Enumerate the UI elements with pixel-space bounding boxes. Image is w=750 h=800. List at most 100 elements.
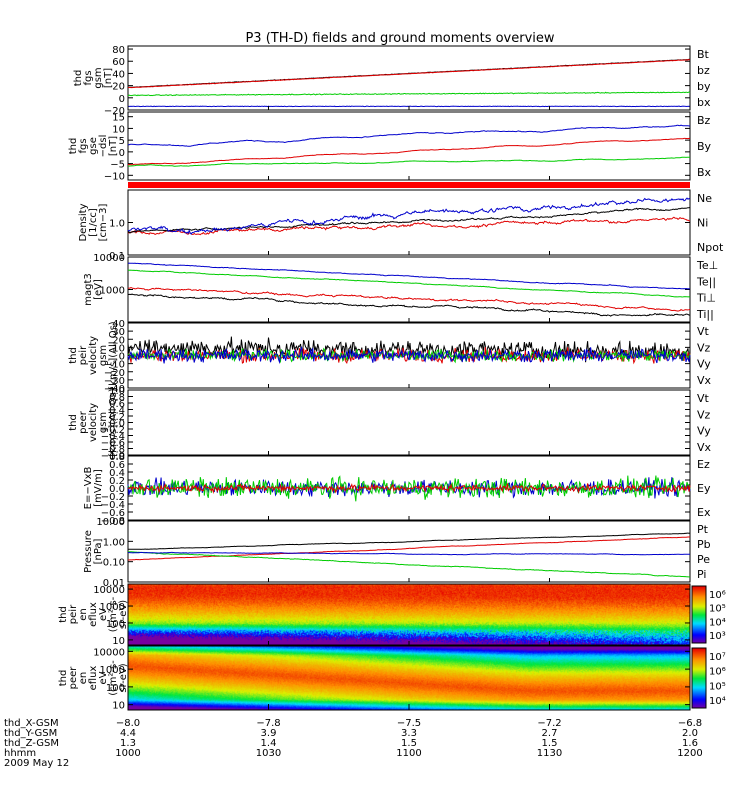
y-tick-label: 0.4: [109, 468, 125, 479]
panel-7: 0.80.60.40.20.0−0.2−0.4−0.6−0.8 E=−VxB[mV…: [83, 452, 711, 527]
y-tick-label: 40: [112, 319, 125, 330]
y-tick-label: 1.0: [109, 386, 125, 397]
series-By: [127, 137, 691, 166]
legend-entry: Ti⊥: [696, 292, 716, 305]
x-row-label: thd_Z-GSM: [4, 738, 59, 749]
y-tick-label: 10: [112, 124, 125, 135]
legend-entry: Te⊥: [696, 259, 718, 272]
panel-9: 10⁶ 10⁵ 10⁴ 10³ 10000 1000 100 10 thdpeireneflux…: [58, 583, 726, 647]
legend-entry: Pb: [697, 538, 711, 551]
y-tick-label: 0.0: [109, 484, 125, 495]
y-tick-label: −10: [104, 171, 125, 182]
series-Te⊥: [127, 286, 691, 312]
y-tick-label: −0.8: [101, 445, 125, 456]
y-tick-label: −0.2: [101, 425, 125, 436]
y-axis-label: E=−VxB[mV/m]: [83, 467, 104, 510]
y-axis-label: thdpeirenefluxeV(cm²-s-sr-eV): [58, 596, 129, 632]
x-tick-label: 1030: [256, 748, 281, 759]
colorbar-10: [692, 648, 706, 708]
y-tick-label: 10.00: [96, 517, 125, 528]
x-row-label: thd_Y-GSM: [4, 728, 57, 739]
legend-entry: Ni: [697, 217, 708, 230]
series-Ne: [127, 216, 691, 236]
y-tick-label: 60: [112, 57, 125, 68]
y-tick-label: 5: [119, 136, 125, 147]
legend-entry: Ey: [697, 482, 711, 495]
series-bz: [127, 59, 691, 89]
legend-entry: Ex: [697, 506, 711, 519]
y-tick-label: 100: [106, 683, 125, 694]
series-Bx: [128, 156, 691, 167]
y-tick-label: 10: [112, 343, 125, 354]
legend-entry: Vz: [697, 408, 711, 421]
y-axis-label: thdfgsgsm[nT]: [73, 67, 114, 88]
colorbar-tick-label: 10⁴: [709, 617, 726, 628]
x-tick-label: 1200: [677, 748, 702, 759]
y-tick-label: −0.8: [101, 516, 125, 527]
legend-entry: Npot: [697, 241, 724, 254]
legend-entry: By: [697, 140, 712, 153]
y-tick-label: 0: [119, 148, 125, 159]
x-tick-label: 1.5: [542, 738, 558, 749]
panel-8: 10.00 1.00 0.10 0.01 Pressure[nPa] Pt Pb Pe Pi: [83, 517, 711, 589]
y-tick-label: 0.8: [109, 393, 125, 404]
series-Npot: [127, 197, 691, 235]
x-tick-label: 1000: [115, 748, 140, 759]
x-tick-label: −7.5: [397, 718, 421, 729]
y-tick-label: −10: [104, 360, 125, 371]
x-tick-label: 1.6: [682, 738, 698, 749]
legend-entry: Bx: [697, 166, 712, 179]
legend-entry: Bt: [697, 48, 710, 61]
y-tick-label: 20: [112, 335, 125, 346]
y-tick-label: −0.4: [101, 500, 125, 511]
y-tick-label: 80: [112, 45, 125, 56]
x-tick-label: −7.8: [256, 718, 280, 729]
legend-entry: by: [697, 80, 711, 93]
series-Bz: [127, 124, 691, 147]
panel-frame: [127, 45, 691, 111]
series-Pe: [127, 551, 691, 578]
legend-entry: Vy: [697, 358, 711, 371]
legend-entry: Vx: [697, 441, 712, 454]
spectrogram-10: [128, 646, 690, 710]
y-tick-label: 0.0: [109, 419, 125, 430]
y-tick-label: 0.6: [109, 460, 125, 471]
x-tick-label: 2.7: [542, 728, 558, 739]
y-tick-label: 0.4: [109, 406, 125, 417]
y-tick-label: 0.1: [109, 251, 125, 262]
y-tick-label: −0.4: [101, 432, 125, 443]
y-tick-label: 10: [112, 701, 125, 712]
colorbar-tick-label: 10⁴: [709, 696, 726, 707]
legend-entry: Ne: [697, 192, 712, 205]
y-axis-label: thdpeervelocitygsm[km/s](All Qs): [68, 388, 119, 456]
y-tick-label: 0.2: [109, 412, 125, 423]
y-axis-label: thdfgsgse−dsl[nT]: [68, 135, 119, 158]
y-tick-label: −20: [104, 368, 125, 379]
y-axis-label: thdpeerenefluxeV(cm²-s-sr-eV): [58, 660, 129, 696]
legend-entry: Pi: [697, 568, 706, 581]
legend-entry: Te||: [696, 275, 716, 288]
x-tick-label: 2.0: [682, 728, 698, 739]
y-tick-label: 15: [112, 113, 125, 124]
y-tick-label: −0.6: [101, 438, 125, 449]
legend-entry: Pt: [697, 523, 709, 536]
y-axis-label: Pressure[nPa]: [83, 530, 104, 573]
x-axis: thd_X-GSM −8.0 −7.8 −7.5 −7.2 −6.8 thd_Y-GSM 4.…: [4, 106, 703, 769]
legend-entry: Vt: [697, 325, 710, 338]
series-Pb: [128, 536, 691, 561]
y-tick-label: 30: [112, 327, 125, 338]
colorbar-tick-label: 10⁶: [709, 590, 726, 601]
series-Vx: [127, 346, 691, 365]
x-tick-label: −6.8: [678, 718, 702, 729]
x-tick-label: −7.2: [537, 718, 561, 729]
chart-title: P3 (TH-D) fields and ground moments over…: [245, 31, 554, 46]
colorbar-tick-label: 10⁶: [709, 667, 726, 678]
y-tick-label: 1000: [100, 286, 125, 297]
legend-entry: Vz: [697, 341, 711, 354]
spectrogram-9: [128, 584, 690, 645]
y-tick-label: −0.2: [101, 492, 125, 503]
y-tick-label: 10000: [93, 585, 125, 596]
colorbar-tick-label: 10⁵: [709, 604, 726, 615]
